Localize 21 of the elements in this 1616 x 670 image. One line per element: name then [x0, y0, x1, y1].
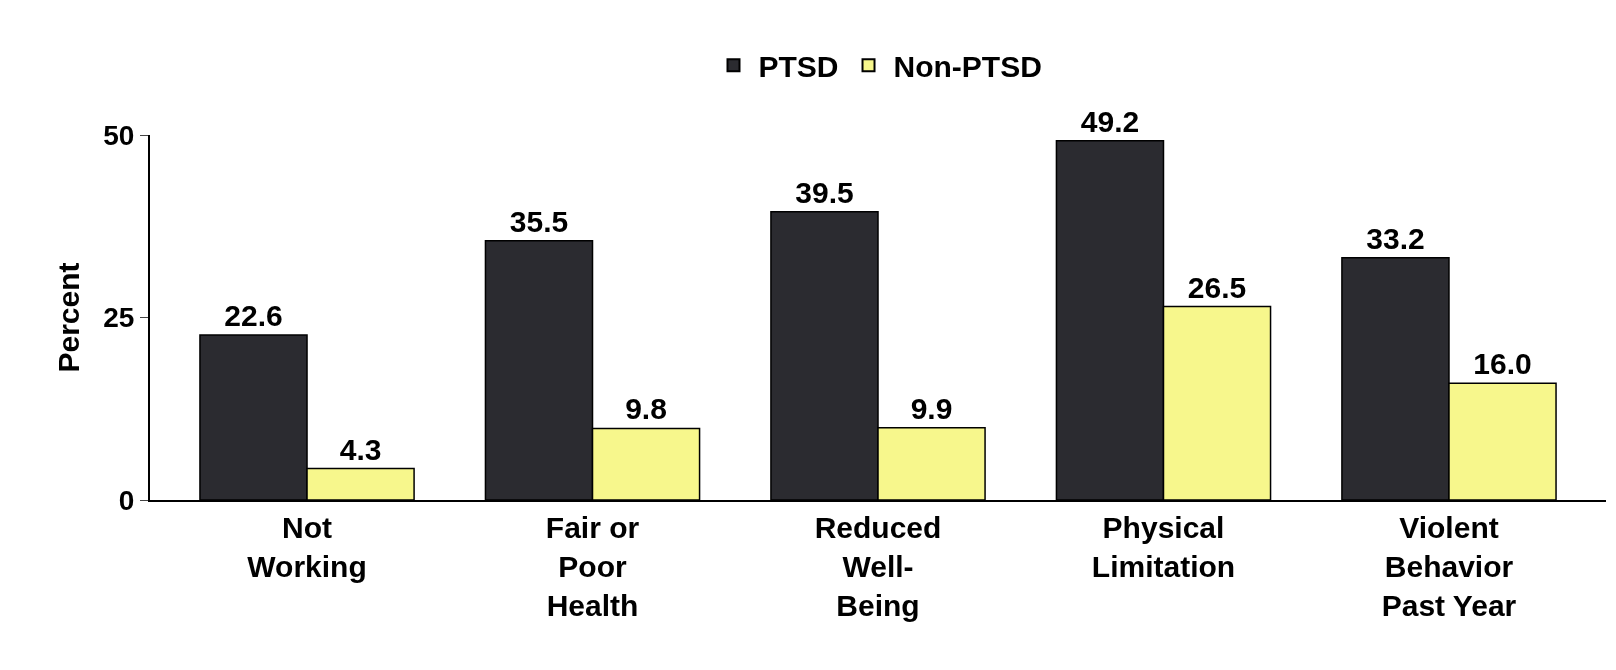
legend-label: PTSD [758, 49, 839, 83]
data-label: 4.3 [339, 432, 382, 466]
data-label: 9.8 [625, 392, 667, 426]
x-tick-label: Physical Limitation [1091, 511, 1236, 583]
data-label: 49.2 [1080, 104, 1140, 138]
y-axis-title: Percent [51, 262, 85, 373]
data-label: 9.9 [910, 391, 953, 425]
data-label: 39.5 [795, 175, 854, 209]
x-tick-label: Not Working [247, 511, 367, 583]
y-tick-label: 25 [103, 302, 135, 334]
data-label: 33.2 [1366, 221, 1425, 255]
data-label: 35.5 [509, 204, 569, 238]
data-label: 16.0 [1473, 347, 1532, 381]
x-tick-label: Fair or Poor Health [545, 511, 640, 622]
y-tick-label: 50 [103, 119, 135, 151]
legend-label: Non-PTSD [893, 49, 1042, 83]
x-tick-label: Reduced Well- Being [814, 511, 942, 622]
data-label: 26.5 [1187, 270, 1247, 304]
y-tick-label: 0 [118, 484, 135, 516]
data-label: 22.6 [224, 299, 283, 333]
x-tick-label: Violent Behavior Past Year [1381, 511, 1517, 622]
